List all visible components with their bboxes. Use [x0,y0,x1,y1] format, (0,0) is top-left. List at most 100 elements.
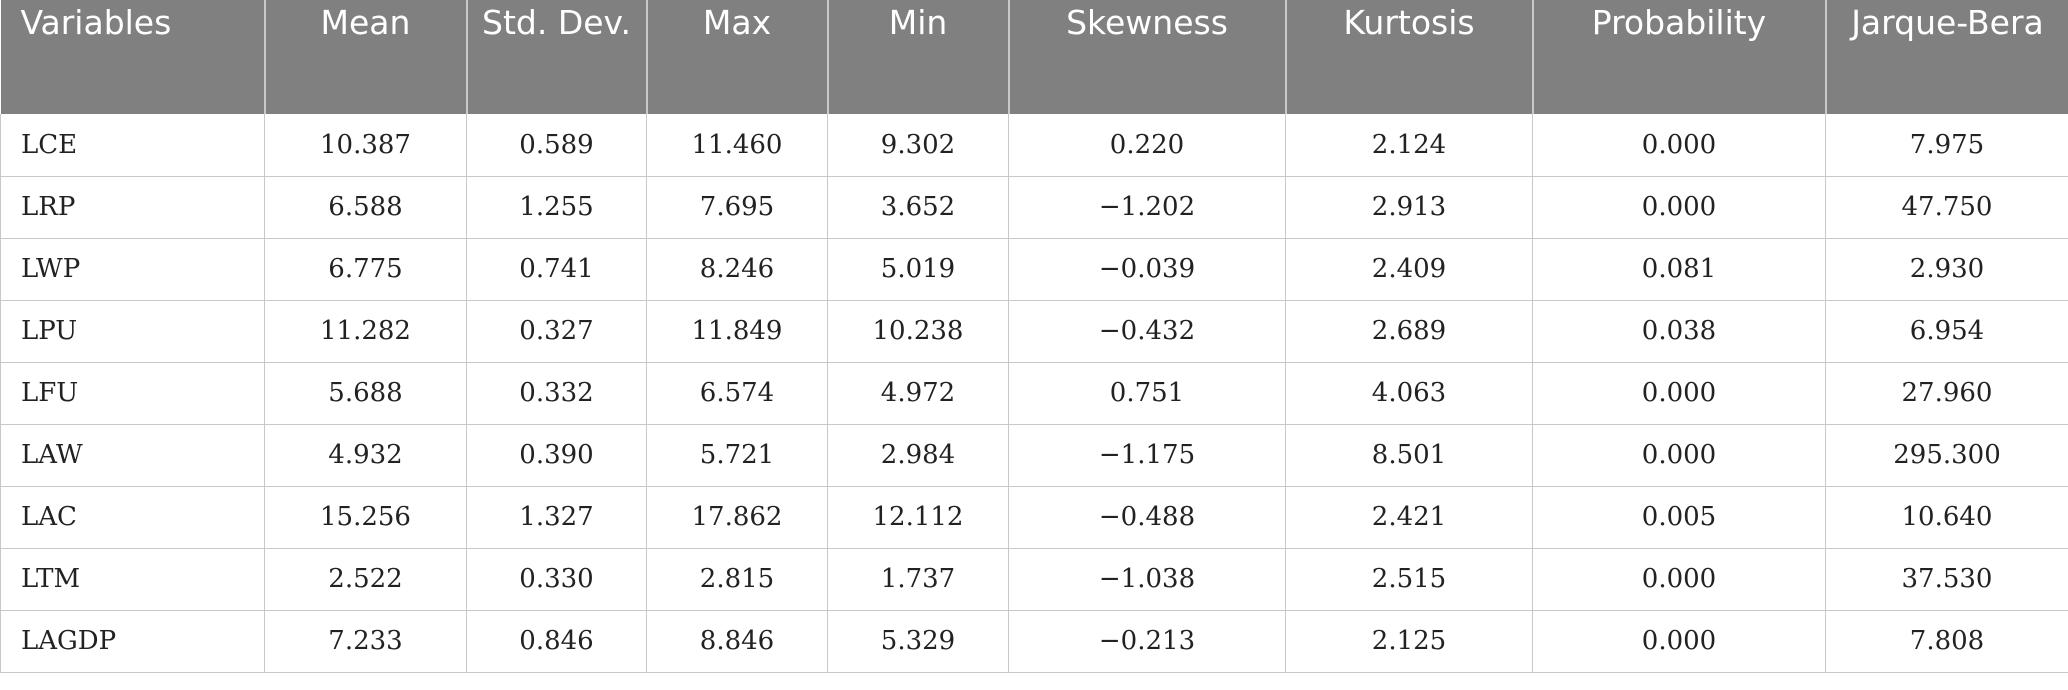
table-cell: 47.750 [1825,176,2068,239]
table-cell: −0.488 [1008,486,1286,549]
table-cell: 0.327 [466,300,647,363]
table-cell: 295.300 [1825,424,2068,487]
variable-name-cell: LAC [0,486,265,549]
table-cell: 0.000 [1532,610,1826,673]
table-cell: 12.112 [827,486,1009,549]
table-cell: 4.932 [264,424,467,487]
column-header: Std. Dev. [466,0,648,114]
table-cell: 0.330 [466,548,647,611]
table-cell: −0.039 [1008,238,1286,301]
table-cell: 8.846 [646,610,828,673]
descriptive-statistics-table: Variables Mean Std. Dev. Max Min Skewness Kurt… [0,0,2068,673]
table-cell: 7.695 [646,176,828,239]
variable-name-cell: LRP [0,176,265,239]
table-cell: 2.815 [646,548,828,611]
table-cell: 0.081 [1532,238,1826,301]
table-cell: 10.387 [264,114,467,177]
variable-name-cell: LCE [0,114,265,177]
table-cell: 7.233 [264,610,467,673]
table-cell: 9.302 [827,114,1009,177]
table-cell: 8.501 [1285,424,1533,487]
table-cell: 2.522 [264,548,467,611]
header-row: Variables Mean Std. Dev. Max Min Skewness Kurt… [0,0,2068,114]
table-cell: 2.913 [1285,176,1533,239]
table-cell: 0.220 [1008,114,1286,177]
table-cell: −0.432 [1008,300,1286,363]
table-cell: 37.530 [1825,548,2068,611]
column-header: Variables [0,0,266,114]
variable-name-cell: LAW [0,424,265,487]
table-cell: −1.175 [1008,424,1286,487]
table-cell: −0.213 [1008,610,1286,673]
table-cell: 1.327 [466,486,647,549]
variable-name-cell: LAGDP [0,610,265,673]
table-row: LTM 2.522 0.330 2.815 1.737 −1.038 2.515 0.000 3… [0,548,2068,611]
table-cell: 11.282 [264,300,467,363]
variable-name-cell: LTM [0,548,265,611]
table-cell: 27.960 [1825,362,2068,425]
table-cell: 7.808 [1825,610,2068,673]
column-header: Jarque-Bera [1825,0,2068,114]
table-cell: 1.255 [466,176,647,239]
column-header: Probability [1532,0,1827,114]
table-cell: 4.063 [1285,362,1533,425]
variable-name-cell: LPU [0,300,265,363]
table-cell: 0.000 [1532,424,1826,487]
table-row: LAW 4.932 0.390 5.721 2.984 −1.175 8.501 0.000 2… [0,424,2068,487]
table-row: LFU 5.688 0.332 6.574 4.972 0.751 4.063 0.000 27… [0,362,2068,425]
variable-name-cell: LWP [0,238,265,301]
table-cell: 15.256 [264,486,467,549]
table-cell: 8.246 [646,238,828,301]
table-cell: 0.038 [1532,300,1826,363]
table-row: LWP 6.775 0.741 8.246 5.019 −0.039 2.409 0.081 2… [0,238,2068,301]
table-cell: 17.862 [646,486,828,549]
table-cell: 5.721 [646,424,828,487]
table-header: Variables Mean Std. Dev. Max Min Skewness Kurt… [0,0,2068,114]
table-cell: 0.000 [1532,362,1826,425]
column-header: Mean [264,0,468,114]
table-cell: 6.954 [1825,300,2068,363]
table-cell: 0.846 [466,610,647,673]
table-row: LAC 15.256 1.327 17.862 12.112 −0.488 2.421 0.0… [0,486,2068,549]
table-cell: 0.390 [466,424,647,487]
table-row: LCE 10.387 0.589 11.460 9.302 0.220 2.124 0.000… [0,114,2068,177]
table-cell: 0.000 [1532,114,1826,177]
table-cell: 6.588 [264,176,467,239]
column-header: Max [646,0,829,114]
table-cell: 0.000 [1532,548,1826,611]
table-cell: 5.019 [827,238,1009,301]
table-cell: 2.984 [827,424,1009,487]
table-cell: 0.332 [466,362,647,425]
table-cell: 0.589 [466,114,647,177]
table-row: LAGDP 7.233 0.846 8.846 5.329 −0.213 2.125 0.00… [0,610,2068,673]
table-cell: 2.421 [1285,486,1533,549]
table-cell: 3.652 [827,176,1009,239]
table-cell: 6.775 [264,238,467,301]
table-cell: 0.751 [1008,362,1286,425]
table-cell: 2.930 [1825,238,2068,301]
column-header: Kurtosis [1285,0,1534,114]
table-cell: 11.849 [646,300,828,363]
table-cell: 2.124 [1285,114,1533,177]
table-cell: 5.688 [264,362,467,425]
table-body: LCE 10.387 0.589 11.460 9.302 0.220 2.124 0.000… [0,114,2068,673]
table-cell: −1.202 [1008,176,1286,239]
table-cell: 0.741 [466,238,647,301]
table-cell: 0.005 [1532,486,1826,549]
variable-name-cell: LFU [0,362,265,425]
table-cell: 11.460 [646,114,828,177]
table-cell: 2.125 [1285,610,1533,673]
table-cell: 5.329 [827,610,1009,673]
table-cell: 6.574 [646,362,828,425]
table-cell: 7.975 [1825,114,2068,177]
table-cell: 4.972 [827,362,1009,425]
table-cell: −1.038 [1008,548,1286,611]
column-header: Skewness [1008,0,1287,114]
table-cell: 10.238 [827,300,1009,363]
table-cell: 10.640 [1825,486,2068,549]
table-row: LPU 11.282 0.327 11.849 10.238 −0.432 2.689 0.0… [0,300,2068,363]
table-cell: 2.689 [1285,300,1533,363]
table-cell: 1.737 [827,548,1009,611]
table-cell: 2.409 [1285,238,1533,301]
